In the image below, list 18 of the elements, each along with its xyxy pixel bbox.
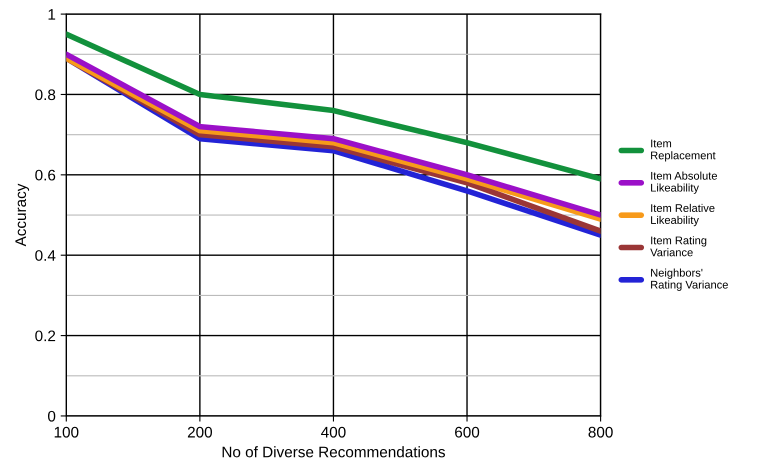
x-tick-label: 400 bbox=[321, 426, 346, 438]
x-tick-label: 200 bbox=[188, 426, 212, 438]
legend-label: Item Rating Variance bbox=[650, 236, 706, 256]
y-tick-label: 0 bbox=[48, 410, 56, 422]
y-tick-label: 0.8 bbox=[35, 89, 56, 100]
x-tick-label: 800 bbox=[588, 426, 613, 438]
legend-label: Item Relative Likeability bbox=[651, 204, 715, 226]
x-tick-label: 100 bbox=[54, 426, 78, 438]
y-tick-label: 0.2 bbox=[35, 330, 56, 342]
y-tick-label: 0.6 bbox=[35, 170, 56, 181]
x-axis-title: No of Diverse Recommendations bbox=[222, 446, 445, 458]
y-tick-label: 0.4 bbox=[35, 250, 56, 261]
legend-label: Neighbors' Rating Variance bbox=[651, 268, 728, 291]
y-axis-title: Accuracy bbox=[15, 184, 30, 246]
legend-label: Item Replacement bbox=[651, 140, 716, 162]
x-tick-label: 600 bbox=[455, 426, 480, 438]
legend-label: Item Absolute Likeability bbox=[651, 172, 718, 194]
y-tick-label: 1 bbox=[48, 9, 56, 20]
